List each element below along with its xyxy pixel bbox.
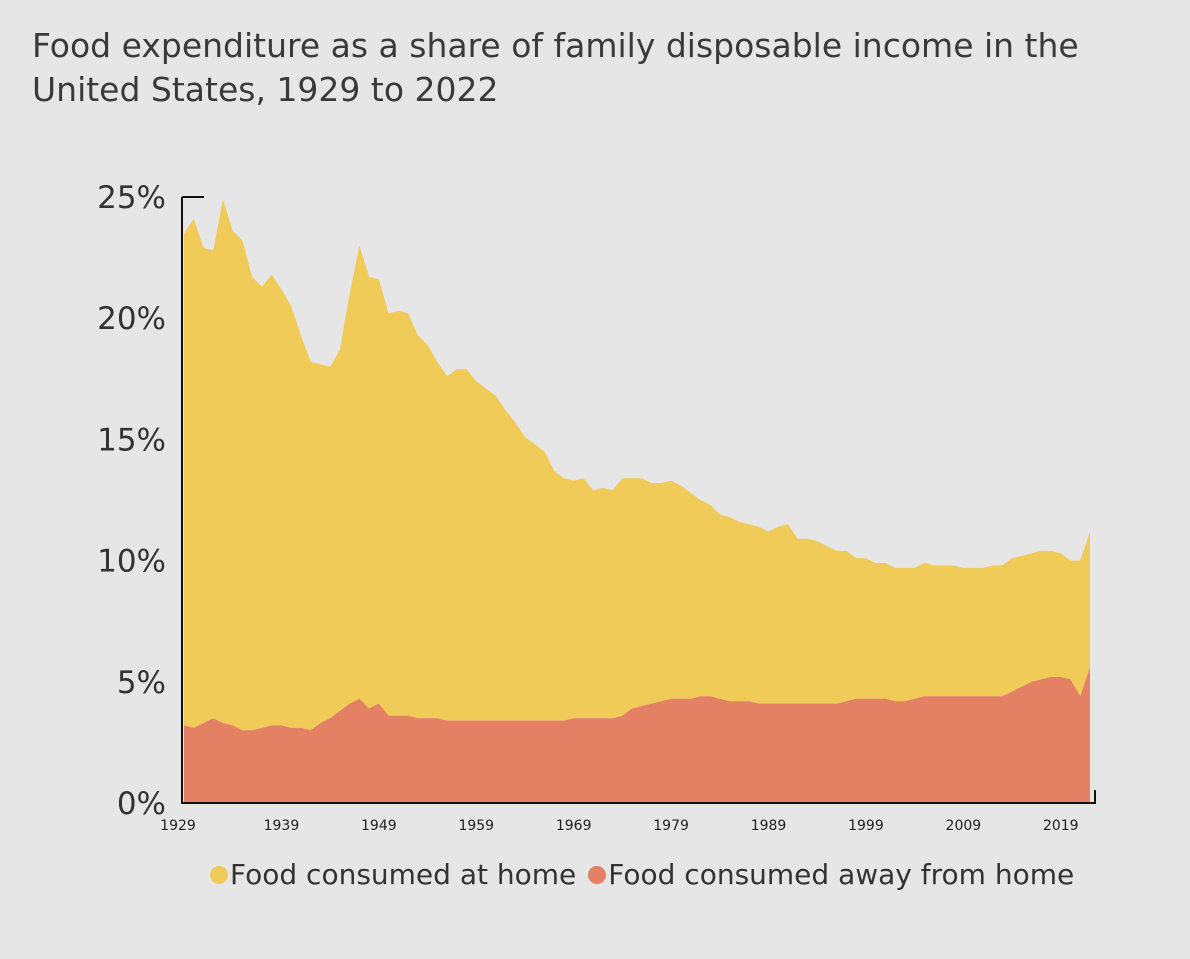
- axes: [181, 196, 1096, 804]
- legend: Food consumed at home Food consumed away…: [210, 858, 1086, 891]
- x-tick-label: 1979: [653, 818, 689, 834]
- y-tick-label: 0%: [117, 786, 166, 822]
- area-food-at-home: [184, 199, 1090, 731]
- legend-swatch-away: [588, 865, 607, 884]
- area-food-away-from-home: [184, 667, 1090, 803]
- x-tick-label: 1989: [751, 818, 787, 834]
- legend-swatch-at-home: [210, 865, 228, 884]
- x-tick-label: 2019: [1043, 818, 1079, 834]
- x-tick-label: 1929: [160, 818, 196, 834]
- legend-item-at-home: Food consumed at home: [210, 858, 576, 891]
- legend-item-away: Food consumed away from home: [588, 858, 1074, 891]
- y-tick-label: 10%: [97, 544, 166, 580]
- y-tick-label: 20%: [97, 301, 166, 337]
- y-axis-ticks: 0% 5% 10% 15% 20% 25%: [97, 180, 166, 822]
- y-tick-label: 5%: [117, 665, 166, 701]
- x-tick-label: 1949: [361, 818, 397, 834]
- plot-areas: [184, 199, 1090, 803]
- x-tick-label: 2009: [946, 818, 982, 834]
- axis-lines: [181, 196, 1096, 804]
- x-axis-ticks: 1929 1939 1949 1959 1969 1979 1989 1999 2009 2019: [160, 818, 1078, 834]
- y-tick-label: 15%: [97, 422, 166, 458]
- x-tick-label: 1969: [556, 818, 592, 834]
- legend-label-away: Food consumed away from home: [608, 858, 1075, 891]
- y-tick-label: 25%: [97, 180, 166, 216]
- legend-label-at-home: Food consumed at home: [230, 858, 577, 891]
- x-tick-label: 1939: [264, 818, 300, 834]
- area-chart: 0% 5% 10% 15% 20% 25% 1929 1939 1949 1959 1969 197…: [97, 180, 1096, 834]
- chart-title: Food expenditure as a share of family di…: [32, 26, 1079, 109]
- x-tick-label: 1959: [458, 818, 494, 834]
- x-tick-label: 1999: [848, 818, 884, 834]
